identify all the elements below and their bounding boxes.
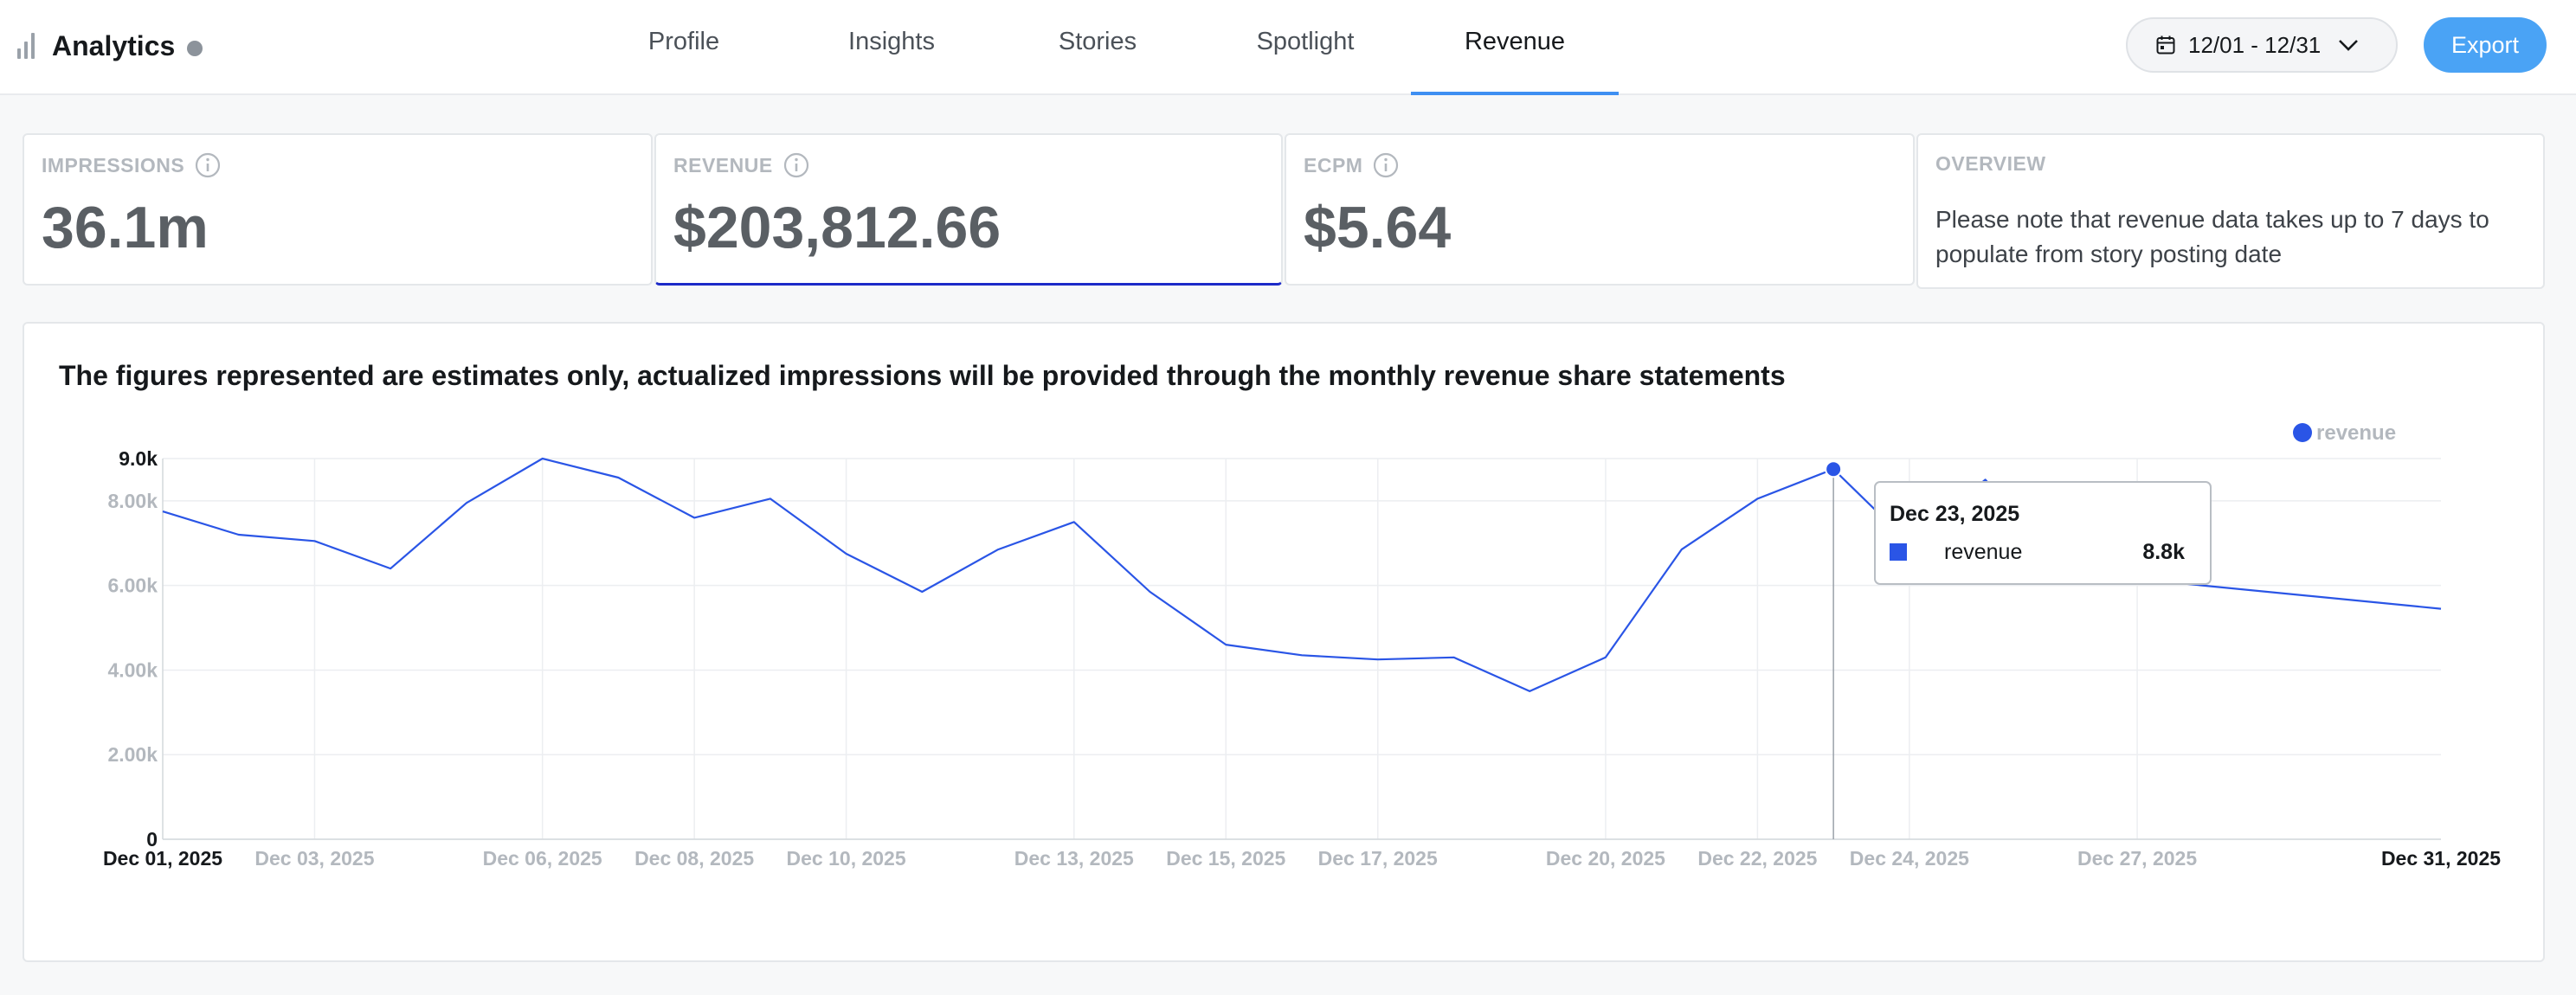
data-point	[993, 544, 1003, 555]
ecpm-label: ECPM	[1304, 153, 1363, 177]
info-icon[interactable]	[1373, 152, 1399, 178]
data-point	[385, 563, 396, 574]
x-tick-label: Dec 15, 2025	[1166, 847, 1285, 870]
chevron-down-icon	[2339, 40, 2359, 51]
chart-tooltip: Dec 23, 2025 revenue 8.8k	[1874, 481, 2212, 585]
revenue-value: $203,812.66	[673, 195, 1001, 260]
x-tick-label: Dec 03, 2025	[254, 847, 374, 870]
data-point	[538, 453, 548, 464]
x-tick-label: Dec 20, 2025	[1546, 847, 1665, 870]
tab-profile[interactable]: Profile	[647, 28, 720, 55]
data-point	[2436, 604, 2446, 614]
legend-swatch	[2293, 423, 2312, 442]
chart-panel-title: The figures represented are estimates on…	[59, 360, 1786, 391]
data-point	[1069, 517, 1079, 527]
tab-stories[interactable]: Stories	[1058, 28, 1137, 55]
y-tick-label: 8.00k	[107, 490, 158, 512]
y-tick-label: 4.00k	[107, 658, 158, 681]
x-tick-label: Dec 24, 2025	[1850, 847, 1969, 870]
tab-insights[interactable]: Insights	[848, 28, 935, 55]
data-point	[1220, 639, 1231, 650]
tooltip-box	[1874, 481, 2212, 585]
data-point	[1600, 652, 1611, 663]
y-tick-label: 9.0k	[119, 447, 158, 470]
overview-label: OVERVIEW	[1935, 152, 2046, 175]
data-point	[689, 512, 699, 523]
brand: Analytics	[17, 24, 203, 67]
info-icon[interactable]	[195, 152, 221, 178]
data-point	[234, 530, 244, 540]
impressions-label: IMPRESSIONS	[42, 153, 185, 177]
impressions-card[interactable]: IMPRESSIONS 36.1m	[23, 133, 653, 286]
tooltip-swatch	[1890, 543, 1907, 561]
status-dot	[187, 41, 203, 56]
info-icon[interactable]	[783, 152, 809, 178]
data-point	[461, 498, 472, 508]
tooltip-series-label: revenue	[1944, 540, 2022, 564]
ecpm-card[interactable]: ECPM $5.64	[1285, 133, 1915, 286]
x-tick-label: Dec 08, 2025	[634, 847, 754, 870]
hover-marker	[1825, 460, 1843, 478]
y-tick-label: 2.00k	[107, 743, 158, 766]
data-point	[309, 536, 319, 546]
data-point	[1448, 652, 1459, 663]
data-point	[158, 506, 168, 517]
tab-revenue[interactable]: Revenue	[1411, 0, 1619, 95]
analytics-bars-icon	[17, 33, 35, 59]
data-point	[917, 587, 927, 597]
revenue-label-row: REVENUE	[673, 152, 809, 178]
x-tick-label: Dec 13, 2025	[1014, 847, 1134, 870]
x-tick-label: Dec 17, 2025	[1318, 847, 1438, 870]
data-point	[613, 472, 623, 483]
data-point	[1145, 587, 1156, 597]
x-tick-label: Dec 27, 2025	[2077, 847, 2197, 870]
tooltip-value: 8.8k	[2142, 540, 2185, 564]
date-range-label: 12/01 - 12/31	[2188, 31, 2322, 58]
revenue-chart-panel: The figures represented are estimates on…	[23, 322, 2545, 962]
revenue-series-line	[162, 457, 2442, 692]
x-tick-label: Dec 01, 2025	[103, 847, 222, 870]
ecpm-value: $5.64	[1304, 195, 1452, 260]
data-point	[841, 549, 852, 559]
revenue-line-chart[interactable]: 0 2.00k 4.00k 6.00k 8.00k 9.0k Dec 01, 2025 Dec…	[24, 324, 2543, 960]
x-tick-label: Dec 22, 2025	[1697, 847, 1817, 870]
impressions-value: 36.1m	[42, 195, 209, 260]
top-bar: Analytics Profile Insights Stories Spotl…	[0, 0, 2576, 95]
x-tick-label: Dec 06, 2025	[483, 847, 602, 870]
data-point	[1373, 654, 1383, 664]
data-point	[1297, 650, 1307, 660]
revenue-label: REVENUE	[673, 153, 773, 177]
calendar-icon	[2156, 35, 2175, 55]
y-tick-label: 0	[146, 828, 158, 851]
date-range-picker[interactable]: 12/01 - 12/31	[2126, 17, 2398, 73]
data-point	[765, 493, 776, 504]
overview-card: OVERVIEW Please note that revenue data t…	[1916, 133, 2545, 289]
data-point	[1752, 493, 1762, 504]
overview-note: Please note that revenue data takes up t…	[1935, 206, 2489, 267]
app-title: Analytics	[52, 29, 176, 61]
revenue-card[interactable]: REVENUE $203,812.66	[654, 133, 1283, 286]
data-point	[1677, 544, 1687, 555]
impressions-label-row: IMPRESSIONS	[42, 152, 221, 178]
x-tick-label: Dec 10, 2025	[787, 847, 906, 870]
ecpm-label-row: ECPM	[1304, 152, 1399, 178]
tab-spotlight[interactable]: Spotlight	[1256, 28, 1355, 55]
x-tick-label: Dec 31, 2025	[2381, 847, 2501, 870]
y-tick-label: 6.00k	[107, 575, 158, 597]
data-point	[1524, 686, 1535, 696]
export-button[interactable]: Export	[2424, 17, 2547, 73]
tooltip-title: Dec 23, 2025	[1890, 502, 2019, 526]
legend-label: revenue	[2316, 421, 2396, 445]
